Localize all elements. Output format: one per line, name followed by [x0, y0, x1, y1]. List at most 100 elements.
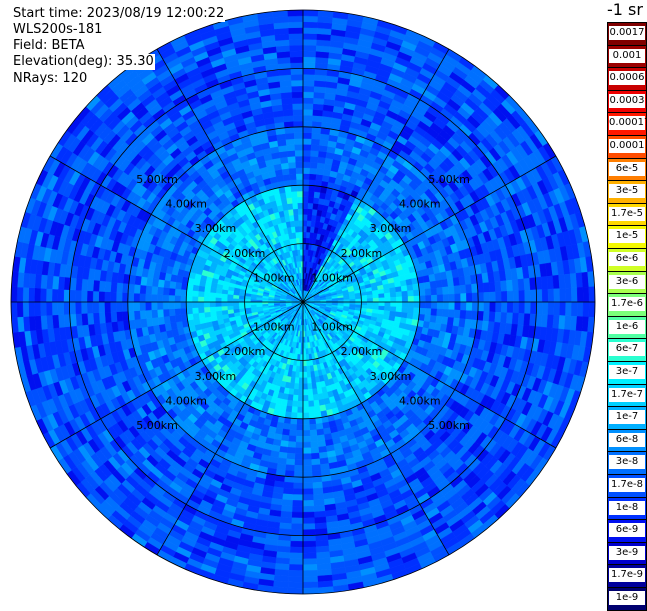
range-gate-cell	[303, 22, 318, 28]
range-gate-cell	[373, 298, 379, 302]
range-gate-cell	[312, 389, 317, 395]
range-gate-cell	[310, 441, 318, 447]
range-gate-cell	[175, 308, 181, 315]
range-gate-cell	[104, 292, 110, 302]
range-gate-cell	[507, 302, 513, 313]
range-gate-cell	[306, 360, 310, 366]
range-gate-cell	[69, 290, 75, 302]
range-gate-cell	[181, 289, 187, 296]
range-gate-cell	[215, 297, 221, 302]
range-gate-cell	[419, 308, 425, 315]
range-gate-cell	[542, 302, 548, 315]
range-gate-cell	[303, 16, 318, 22]
range-gate-cell	[64, 290, 70, 303]
range-gate-cell	[313, 488, 323, 495]
range-gate-cell	[506, 280, 513, 291]
range-gate-cell	[303, 238, 306, 244]
range-gate-cell	[290, 418, 297, 424]
range-gate-cell	[312, 133, 321, 140]
range-gate-cell	[157, 302, 163, 310]
range-gate-cell	[308, 197, 314, 203]
range-gate-cell	[311, 150, 319, 156]
range-gate-cell	[308, 389, 313, 395]
range-gate-cell	[303, 133, 312, 139]
range-gate-cell	[227, 302, 233, 306]
range-gate-cell	[105, 281, 112, 292]
range-gate-cell	[303, 366, 307, 372]
range-gate-cell	[391, 302, 397, 307]
range-gate-cell	[300, 355, 303, 361]
range-gate-cell	[146, 286, 153, 295]
range-gate-cell	[58, 302, 64, 315]
range-gate-cell	[303, 57, 316, 63]
range-gate-cell	[116, 292, 122, 302]
range-gate-cell	[512, 279, 519, 291]
range-gate-cell	[289, 570, 303, 576]
range-gate-cell	[303, 220, 307, 226]
range-gate-cell	[303, 226, 307, 232]
range-gate-cell	[310, 436, 318, 442]
range-gate-cell	[303, 156, 311, 162]
range-gate-cell	[303, 39, 317, 45]
range-gate-cell	[291, 529, 303, 535]
range-gate-cell	[215, 302, 221, 307]
range-gate-cell	[303, 244, 306, 250]
range-gate-cell	[472, 293, 478, 302]
range-gate-cell	[313, 482, 323, 489]
range-gate-cell	[134, 284, 141, 293]
range-gate-cell	[507, 291, 513, 302]
range-gate-cell	[379, 302, 385, 306]
range-gate-cell	[93, 313, 100, 324]
range-gate-cell	[308, 209, 313, 215]
range-gate-cell	[501, 281, 508, 292]
range-gate-cell	[105, 312, 112, 323]
range-gate-cell	[303, 355, 306, 361]
range-gate-cell	[466, 293, 472, 302]
range-gate-cell	[361, 295, 367, 299]
range-gate-cell	[425, 289, 431, 296]
range-gate-cell	[430, 315, 437, 323]
range-gate-cell	[292, 401, 298, 407]
range-gate-cell	[496, 292, 502, 302]
range-gate-cell	[140, 302, 146, 311]
range-gate-cell	[87, 279, 94, 291]
range-gate-cell	[583, 287, 589, 302]
range-gate-cell	[295, 454, 303, 460]
range-gate-cell	[448, 310, 454, 318]
range-gate-cell	[300, 360, 303, 366]
range-gate-cell	[204, 302, 210, 307]
range-gate-cell	[289, 430, 296, 436]
range-gate-cell	[303, 477, 313, 483]
range-gate-cell	[426, 295, 432, 302]
range-gate-cell	[314, 517, 326, 524]
range-gate-cell	[314, 505, 325, 512]
range-gate-cell	[495, 281, 502, 292]
range-gate-cell	[192, 290, 198, 296]
range-gate-cell	[361, 302, 367, 305]
range-gate-cell	[313, 115, 323, 122]
range-gate-cell	[299, 378, 303, 384]
range-gate-cell	[303, 185, 309, 191]
range-gate-cell	[303, 430, 310, 436]
range-gate-cell	[175, 282, 182, 289]
range-gate-cell	[367, 302, 373, 306]
range-gate-cell	[29, 288, 35, 302]
range-gate-cell	[221, 306, 227, 311]
range-gate-cell	[316, 429, 324, 436]
range-gate-cell	[245, 299, 251, 302]
range-gate-cell	[390, 292, 396, 297]
range-gate-cell	[466, 302, 472, 311]
range-gate-cell	[282, 429, 290, 436]
range-gate-cell	[11, 302, 17, 317]
range-gate-cell	[122, 302, 128, 312]
range-gate-cell	[296, 436, 303, 442]
range-gate-cell	[303, 401, 309, 407]
range-gate-cell	[571, 302, 577, 316]
range-gate-cell	[313, 500, 324, 507]
range-gate-cell	[288, 588, 303, 594]
range-gate-cell	[308, 203, 314, 209]
range-gate-cell	[293, 395, 299, 401]
range-gate-cell	[186, 302, 192, 308]
range-gate-cell	[163, 302, 169, 309]
range-gate-cell	[303, 448, 311, 454]
